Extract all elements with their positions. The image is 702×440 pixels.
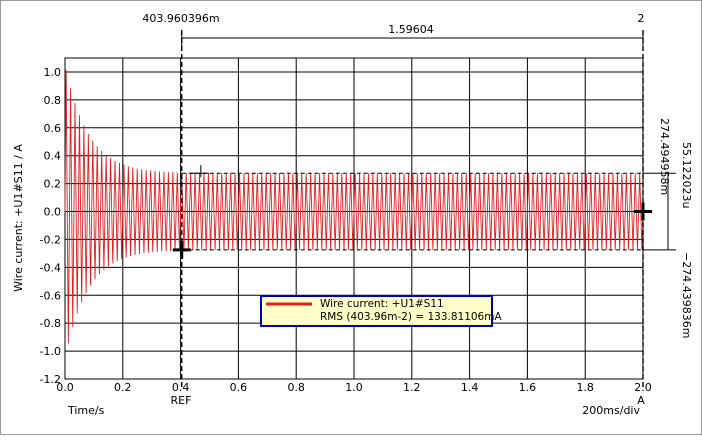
y-tick-label: -0.8 — [40, 317, 61, 330]
x-div-label: 200ms/div — [582, 404, 640, 417]
x-tick-label: 0.4 — [172, 381, 190, 394]
y-tick-label: -0.2 — [40, 233, 61, 246]
x-delta-label: 1.59604 — [388, 23, 434, 36]
y-lower-cursor-label: −274.439836m — [680, 252, 693, 338]
series-line — [64, 70, 644, 344]
x-tick-label: 0.6 — [230, 381, 248, 394]
y-tick-label: 0.8 — [44, 94, 62, 107]
y-upper-cursor-label: 274.494958m — [658, 118, 671, 195]
ref-cursor-label: REF — [171, 394, 192, 407]
x-tick-label: 1.4 — [461, 381, 479, 394]
trace-layer — [64, 70, 644, 344]
ref-cursor-top-label: 403.960396m — [142, 12, 219, 25]
x-tick-label: 1.6 — [519, 381, 537, 394]
x-tick-label: 1.8 — [576, 381, 594, 394]
x-tick-label: 2.0 — [634, 381, 652, 394]
y-tick-label: -0.6 — [40, 289, 61, 302]
y-axis-label: Wire current: +U1#S11 / A — [12, 144, 25, 292]
y-tick-label: 0.0 — [44, 206, 62, 219]
a-cursor-top-label: 2 — [638, 12, 645, 25]
y-delta-label: 55.122023u — [680, 142, 693, 208]
y-tick-label: -1.2 — [40, 373, 61, 386]
y-tick-label: 1.0 — [44, 66, 62, 79]
x-tick-label: 0.8 — [287, 381, 305, 394]
y-tick-label: 0.2 — [44, 178, 62, 191]
legend-series-label: Wire current: +U1#S11 — [320, 298, 444, 310]
tick-labels: 0.0 0.2 0.4 0.6 0.8 1.0 1.2 1.4 1.6 1.8 2.0 1.0 0.8 0… — [40, 66, 652, 394]
y-tick-label: -0.4 — [40, 261, 61, 274]
x-tick-label: 1.2 — [403, 381, 421, 394]
x-axis-label: Time/s — [67, 404, 105, 417]
x-tick-label: 1.0 — [345, 381, 363, 394]
x-tick-label: 0.0 — [56, 381, 74, 394]
legend-box — [260, 295, 493, 327]
x-tick-label: 0.2 — [114, 381, 132, 394]
y-tick-label: 0.4 — [44, 150, 62, 163]
y-tick-label: -1.0 — [40, 345, 61, 358]
a-cursor-label: A — [637, 394, 645, 407]
cursor-layer — [172, 30, 676, 387]
legend[interactable]: Wire current: +U1#S11 RMS (403.96m-2) = … — [260, 295, 502, 327]
y-tick-label: 0.6 — [44, 122, 62, 135]
legend-stat-label: RMS (403.96m-2) = 133.81106mA — [320, 311, 502, 323]
